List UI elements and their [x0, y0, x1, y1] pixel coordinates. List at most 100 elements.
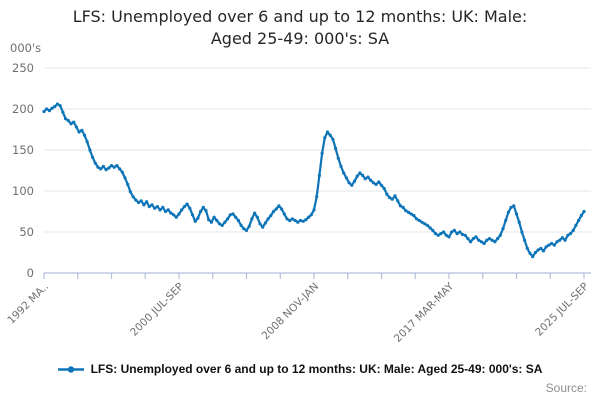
data-point: [250, 217, 254, 221]
data-point: [174, 215, 178, 219]
data-point: [158, 208, 162, 212]
data-point: [217, 222, 222, 226]
data-point: [58, 104, 62, 108]
data-point: [136, 200, 141, 205]
data-point: [96, 165, 100, 169]
data-point: [85, 140, 89, 144]
data-point: [204, 209, 208, 213]
data-point: [423, 222, 427, 226]
data-point: [123, 176, 127, 180]
chart-canvas[interactable]: 0 50 100 150 200 250 1992 MA.. 2000 JUL-SEP 2008…: [0, 0, 600, 355]
legend-label: LFS: Unemployed over 6 and up to 12 mont…: [90, 362, 543, 376]
data-point: [82, 133, 87, 137]
data-point: [428, 226, 432, 230]
data-point: [563, 238, 567, 242]
data-point: [196, 216, 200, 220]
data-point: [547, 243, 551, 247]
data-point: [361, 173, 365, 177]
data-point: [55, 102, 60, 106]
data-point: [458, 230, 462, 234]
y-tick-label: 250: [12, 61, 34, 75]
x-tick-label: 2017 MAR-MAY: [392, 280, 457, 345]
legend-marker-dot: [67, 365, 74, 373]
data-point: [379, 183, 384, 187]
data-point: [263, 221, 267, 225]
data-point: [107, 166, 111, 170]
chart-title: LFS: Unemployed over 6 and up to 12 mont…: [0, 6, 600, 49]
data-point: [193, 219, 197, 223]
data-point: [544, 245, 548, 249]
data-point: [334, 146, 338, 150]
data-point: [404, 209, 408, 213]
data-point: [131, 195, 135, 199]
data-point: [209, 220, 213, 224]
data-point: [301, 219, 305, 223]
data-point: [118, 167, 122, 171]
data-point: [517, 220, 521, 224]
data-point: [415, 217, 419, 221]
data-point: [317, 173, 321, 177]
data-point: [320, 151, 324, 155]
data-point: [74, 125, 78, 129]
data-point: [350, 183, 354, 187]
data-point: [244, 228, 249, 232]
data-point: [177, 212, 181, 216]
data-point: [401, 205, 405, 209]
data-point: [382, 186, 386, 191]
data-point: [147, 205, 151, 209]
data-point: [460, 232, 465, 237]
data-point: [579, 214, 583, 218]
data-point: [490, 238, 494, 242]
data-point: [228, 213, 232, 217]
y-tick-label: 50: [19, 225, 34, 239]
data-line: [42, 102, 586, 258]
data-point: [336, 156, 340, 160]
data-point: [220, 223, 224, 227]
data-point: [280, 207, 284, 211]
data-point: [385, 192, 389, 196]
data-point: [93, 161, 97, 165]
data-point: [444, 233, 448, 237]
data-point: [190, 213, 195, 217]
data-point: [533, 250, 538, 255]
data-point: [185, 202, 189, 206]
data-point: [555, 240, 559, 244]
data-point: [242, 227, 246, 231]
data-point: [247, 224, 251, 228]
data-point: [479, 240, 483, 244]
data-point: [169, 211, 173, 215]
data-point: [201, 205, 205, 209]
data-point: [50, 106, 54, 110]
data-point: [566, 233, 570, 237]
data-point: [45, 107, 49, 111]
data-point: [409, 212, 413, 216]
data-point: [398, 204, 402, 208]
data-point: [571, 228, 575, 232]
data-point: [80, 128, 84, 132]
data-point: [406, 210, 411, 214]
x-tick-label: 2025 JUL-SEP: [533, 281, 591, 339]
data-point: [277, 204, 281, 208]
data-point: [420, 220, 424, 224]
data-point: [344, 176, 348, 180]
data-point: [323, 136, 327, 140]
data-point: [285, 217, 289, 221]
data-point: [550, 241, 554, 246]
data-point: [282, 212, 286, 216]
data-point: [293, 218, 297, 223]
y-tick-label: 150: [12, 143, 34, 157]
y-tick-label: 0: [27, 266, 34, 280]
data-point: [328, 133, 332, 137]
data-point: [274, 207, 278, 211]
y-axis-unit-label: 000's: [10, 41, 42, 55]
data-point: [390, 197, 394, 201]
data-point: [552, 243, 556, 247]
data-point: [523, 238, 527, 242]
data-point: [112, 165, 116, 169]
data-point: [393, 194, 397, 198]
data-point: [358, 171, 362, 175]
data-point: [331, 137, 335, 141]
data-point: [207, 218, 211, 222]
data-point: [91, 155, 95, 159]
data-point: [568, 232, 573, 236]
